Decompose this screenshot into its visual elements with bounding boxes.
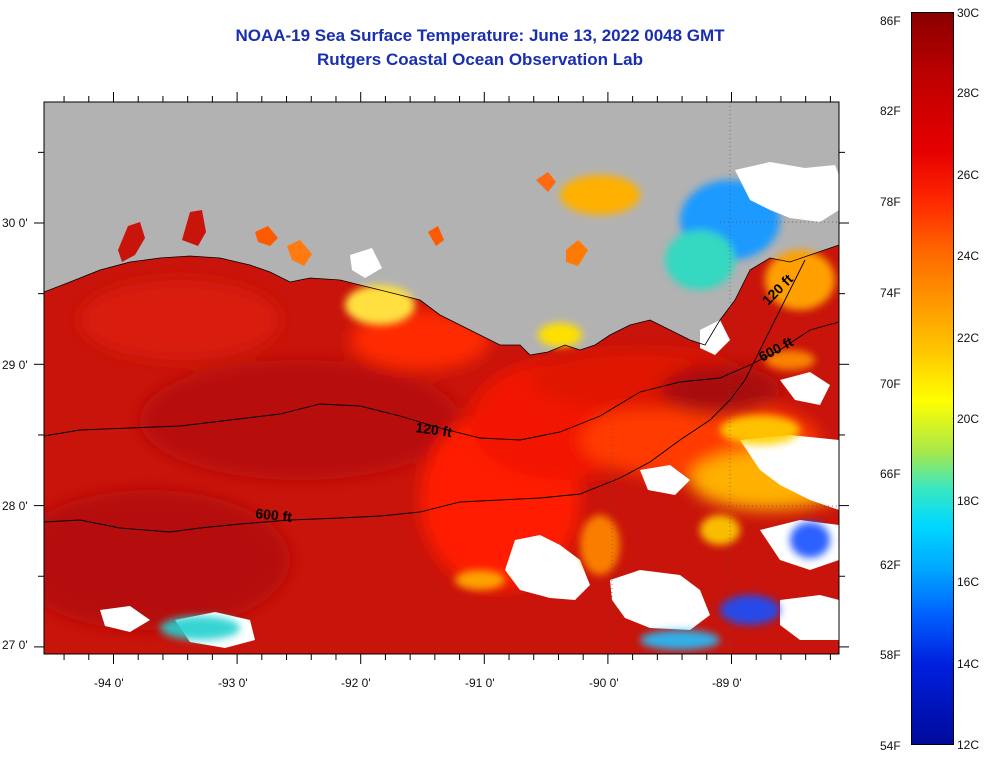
inland-lake-patch — [566, 240, 588, 266]
colorbar-c-label: 16C — [957, 575, 980, 589]
colorbar-c-label: 18C — [957, 494, 980, 508]
colorbar-f-label: 66F — [880, 467, 901, 481]
map-frame — [43, 101, 840, 655]
colorbar-f-label: 58F — [880, 648, 901, 662]
colorbar-c-label: 28C — [957, 86, 980, 100]
temperature-colorbar — [911, 12, 954, 745]
inland-lake-patch — [536, 172, 556, 192]
lat-label: 29 0' — [2, 358, 28, 372]
lon-label: -93 0' — [218, 676, 248, 690]
contour-600ft — [44, 259, 806, 533]
lat-label: 27 0' — [2, 638, 28, 652]
coastline — [44, 244, 839, 356]
inland-lake-patch — [428, 226, 444, 246]
inland-lake-patch — [182, 210, 206, 246]
contour-label: 600 ft — [255, 505, 293, 525]
map-subtitle: Rutgers Coastal Ocean Observation Lab — [317, 50, 643, 69]
cloud-patch — [350, 248, 382, 278]
inland-lake-patch — [255, 226, 278, 246]
lon-label: -94 0' — [94, 676, 124, 690]
map-title: NOAA-19 Sea Surface Temperature: June 13… — [235, 26, 725, 45]
coastal-cool-patch — [665, 230, 735, 290]
lat-label: 30 0' — [2, 216, 28, 230]
colorbar-c-label: 22C — [957, 331, 980, 345]
colorbar-c-label: 12C — [957, 738, 980, 752]
contour-label: 120 ft — [415, 419, 454, 440]
colorbar-f-label: 62F — [880, 558, 901, 572]
cloud-patch — [735, 162, 839, 222]
lake-pontchartrain-patch — [560, 175, 640, 215]
axis-ticks — [34, 92, 849, 664]
lon-label: -90 0' — [589, 676, 619, 690]
colorbar-f-label: 86F — [880, 14, 901, 28]
inland-lake-patch — [118, 222, 145, 262]
colorbar-c-label: 14C — [957, 657, 980, 671]
coastal-warm-patch — [765, 250, 835, 310]
coastal-cool-patch — [345, 285, 415, 325]
colorbar-f-label: 78F — [880, 195, 901, 209]
coastal-warm-patch — [538, 323, 582, 347]
colorbar-c-label: 20C — [957, 412, 980, 426]
lon-label: -89 0' — [712, 676, 742, 690]
colorbar-f-label: 82F — [880, 104, 901, 118]
lat-label: 28 0' — [2, 499, 28, 513]
contour-120ft — [44, 321, 839, 441]
colorbar-f-label: 54F — [880, 739, 901, 753]
inland-lake-patch — [287, 240, 312, 266]
colorbar-f-label: 70F — [880, 377, 901, 391]
land-mass — [44, 102, 839, 355]
colorbar-c-label: 26C — [957, 168, 980, 182]
colorbar-c-label: 30C — [957, 6, 980, 20]
lon-label: -91 0' — [465, 676, 495, 690]
lon-label: -92 0' — [341, 676, 371, 690]
colorbar-f-label: 74F — [880, 286, 901, 300]
colorbar-c-label: 24C — [957, 249, 980, 263]
